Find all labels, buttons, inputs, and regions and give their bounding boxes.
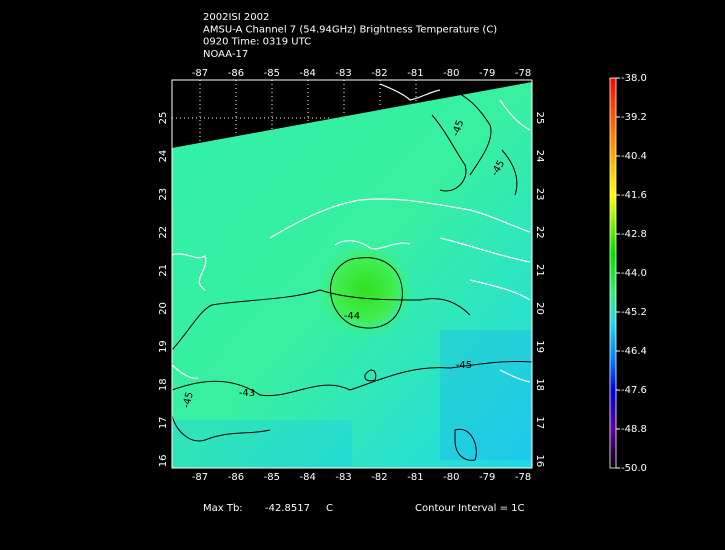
footprints	[172, 330, 532, 468]
lon-label-top: -82	[371, 68, 387, 79]
axes: -87 -87 -86 -86 -85 -85 -84 -84 -83 -83 -82 -82 -81 -…	[158, 68, 545, 483]
no-data	[172, 80, 532, 148]
footer: Max Tb: -42.8517 C Contour Interval = 1C	[203, 503, 525, 514]
lat-label-left: 24	[158, 150, 169, 163]
colorbar: -38.0 -39.2 -40.4 -41.6 -42.8 -44.0 -45.2 -46.4…	[609, 73, 647, 474]
coastline	[171, 83, 531, 383]
lat-label-right: 25	[534, 112, 545, 125]
colorbar-label: -44.0	[621, 268, 647, 279]
lon-label-bottom: -84	[300, 472, 316, 483]
contour-label: -43	[239, 388, 255, 399]
title-line: NOAA-17	[203, 49, 248, 60]
colorbar-label: -38.0	[621, 73, 647, 84]
lon-label-bottom: -83	[335, 472, 351, 483]
lat-label-left: 17	[158, 416, 169, 429]
colorbar-label: -39.2	[621, 112, 647, 123]
lat-label-right: 24	[534, 150, 545, 163]
lon-label-bottom: -79	[479, 472, 495, 483]
colorbar-scale	[609, 77, 617, 469]
title-line: 0920 Time: 0319 UTC	[203, 37, 311, 48]
lon-label-bottom: -81	[407, 472, 423, 483]
lon-label-bottom: -85	[264, 472, 280, 483]
lat-label-left: 23	[158, 188, 169, 201]
frame	[171, 79, 533, 469]
colorbar-label: -42.8	[621, 229, 647, 240]
lon-label-top: -81	[407, 68, 423, 79]
lon-label-top: -87	[192, 68, 208, 79]
contours	[171, 84, 533, 461]
colorbar-label: -45.2	[621, 307, 647, 318]
lat-label-right: 22	[534, 226, 545, 239]
grid	[172, 80, 417, 143]
map: -87 -87 -86 -86 -85 -85 -84 -84 -83 -83 -82 -82 -81 -…	[158, 68, 545, 483]
lon-label-top: -80	[443, 68, 459, 79]
lat-label-right: 21	[534, 264, 545, 277]
colorbar-label: -41.6	[621, 190, 647, 201]
lon-label-bottom: -87	[192, 472, 208, 483]
contour-label: -45	[451, 119, 467, 138]
lat-label-left: 18	[158, 378, 169, 391]
lon-label-bottom: -78	[515, 472, 531, 483]
lon-label-top: -83	[335, 68, 351, 79]
lat-label-left: 16	[158, 455, 169, 468]
lon-label-bottom: -80	[443, 472, 459, 483]
lat-label-left: 19	[158, 340, 169, 353]
contour-label: -44	[344, 311, 360, 322]
lon-label-top: -85	[264, 68, 280, 79]
lat-label-left: 20	[158, 302, 169, 315]
title-line: 2002ISI 2002	[203, 12, 269, 23]
lat-label-right: 18	[534, 378, 545, 391]
footer-max-label: Max Tb:	[203, 503, 243, 514]
contour-label: -45	[456, 360, 472, 371]
lon-label-top: -79	[479, 68, 495, 79]
lat-label-left: 25	[158, 112, 169, 125]
title-line: AMSU-A Channel 7 (54.94GHz) Brightness T…	[203, 24, 497, 35]
lon-label-top: -86	[228, 68, 244, 79]
colorbar-label: -48.8	[621, 424, 647, 435]
lon-label-top: -78	[515, 68, 531, 79]
lat-label-right: 17	[534, 416, 545, 429]
lat-label-left: 21	[158, 264, 169, 277]
contour-label: -45	[181, 391, 196, 410]
colorbar-label: -40.4	[621, 151, 647, 162]
lat-label-left: 22	[158, 226, 169, 239]
lat-label-right: 23	[534, 188, 545, 201]
lat-label-right: 16	[534, 455, 545, 468]
lon-label-top: -84	[300, 68, 316, 79]
colorbar-label: -46.4	[621, 346, 647, 357]
lat-label-right: 20	[534, 302, 545, 315]
footer-contour-interval: Contour Interval = 1C	[415, 503, 525, 514]
colorbar-label: -47.6	[621, 385, 647, 396]
footer-unit: C	[326, 503, 333, 514]
lat-label-right: 19	[534, 340, 545, 353]
colorbar-label: -50.0	[621, 463, 647, 474]
lon-label-bottom: -86	[228, 472, 244, 483]
lon-label-bottom: -82	[371, 472, 387, 483]
footer-max-value: -42.8517	[265, 503, 310, 514]
